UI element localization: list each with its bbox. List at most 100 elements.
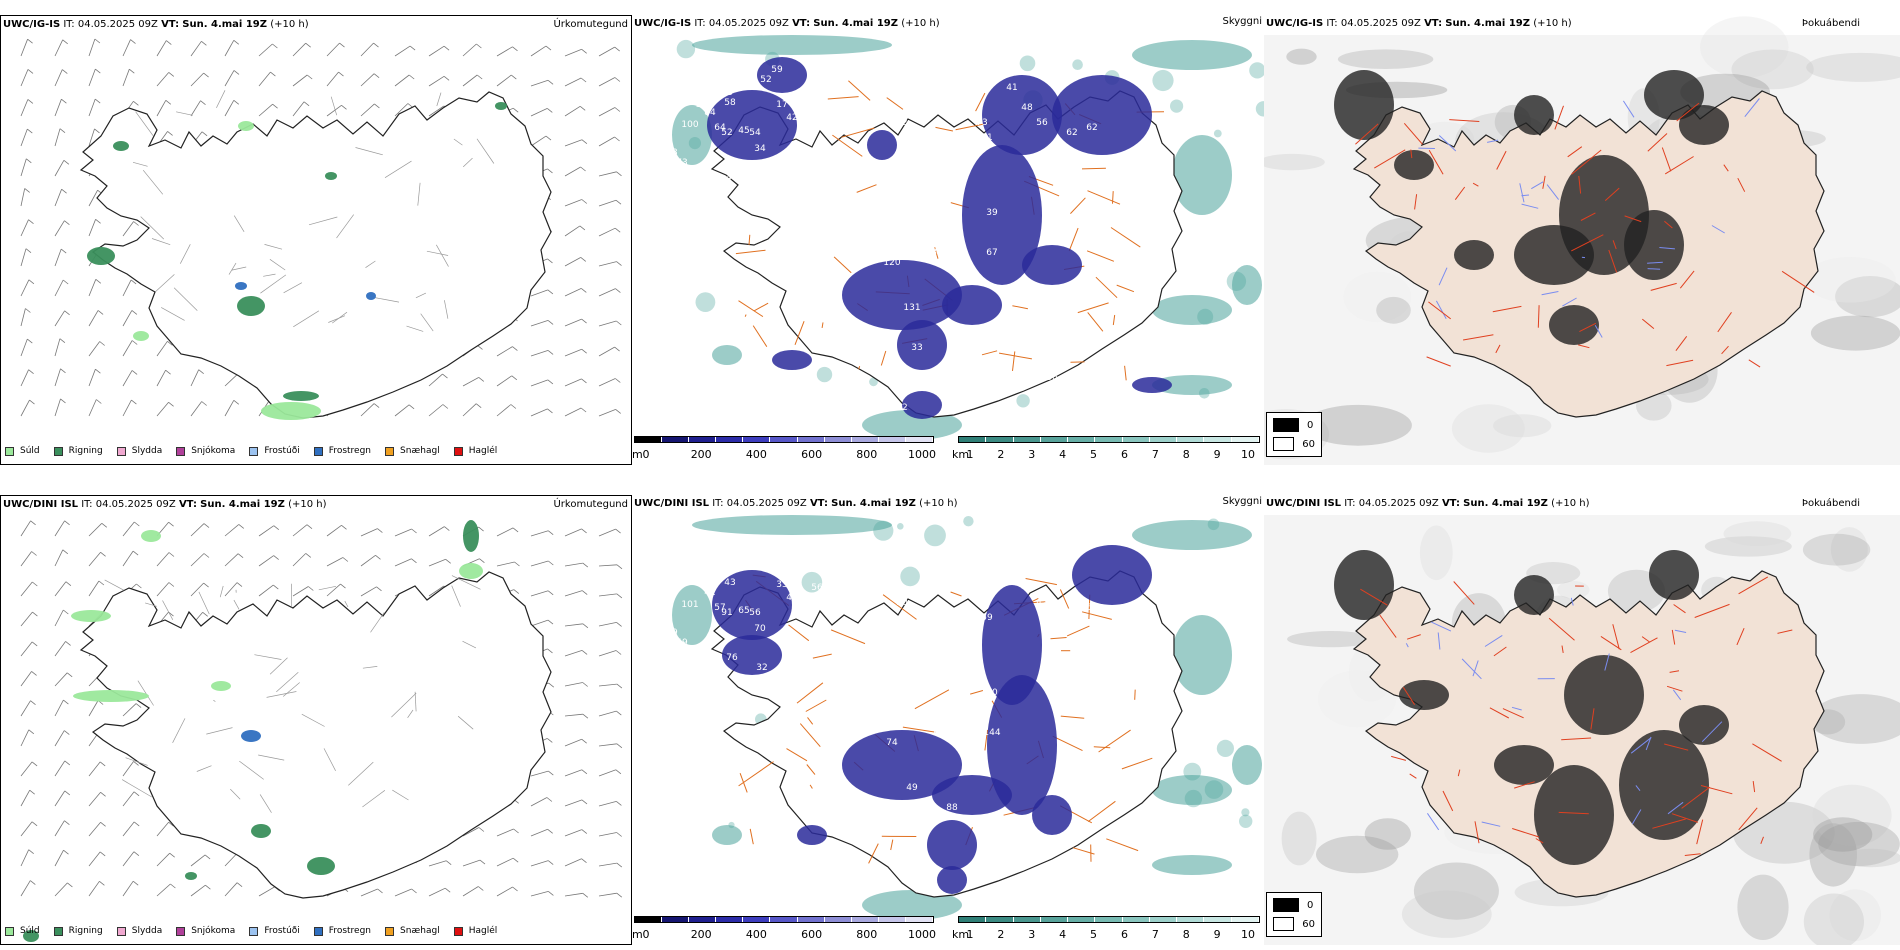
- cloud-base-label: 73: [976, 118, 987, 128]
- wind-barb-flag: [512, 527, 519, 533]
- low-cloud-area: [1072, 545, 1152, 605]
- wind-barb: [122, 851, 135, 867]
- wind-barb: [156, 883, 171, 897]
- cloud-base-label: 50: [896, 598, 908, 608]
- wind-barb: [20, 99, 29, 117]
- low-cloud-area: [757, 57, 807, 93]
- cloud-base-label: 11: [926, 678, 937, 688]
- road-line: [1086, 250, 1115, 262]
- wind-barb: [190, 41, 202, 57]
- scale-color-step: [635, 437, 663, 442]
- wind-barb-flag: [339, 42, 345, 48]
- scale-tick: 5: [1090, 448, 1098, 461]
- cloud-base-label: 64: [714, 123, 726, 133]
- fog-shade: [1809, 823, 1857, 887]
- scale-color-step: [905, 917, 934, 922]
- wind-barb: [496, 886, 513, 897]
- road-line: [1116, 284, 1135, 293]
- wind-barb-flag: [129, 68, 135, 74]
- scale-color-step: [770, 917, 798, 922]
- wind-barb-flag: [94, 128, 100, 134]
- wind-barb: [156, 100, 167, 117]
- cloud-base-label: 42: [1036, 598, 1047, 608]
- wind-barb-flag: [408, 404, 415, 410]
- wind-barb-flag: [62, 549, 69, 555]
- wind-barb-flag: [582, 682, 588, 687]
- wind-barb-flag: [582, 562, 589, 568]
- wind-barb-flag: [165, 369, 171, 375]
- visibility-patch: [1183, 762, 1202, 781]
- wind-barb: [156, 341, 168, 357]
- legend-label: Súld: [20, 926, 40, 936]
- wind-barb: [496, 74, 512, 87]
- fog-dense-area: [1514, 95, 1554, 135]
- road-line: [1050, 637, 1067, 640]
- panel-title: Skyggni: [1222, 496, 1262, 507]
- road-line: [1474, 821, 1480, 844]
- road-line: [162, 600, 174, 620]
- wind-barb-flag: [547, 379, 554, 385]
- cloud-base-label: 72: [904, 138, 915, 148]
- road-line: [1578, 175, 1582, 194]
- road-line: [435, 244, 449, 267]
- wind-barb: [88, 341, 101, 357]
- visibility-patch: [1239, 814, 1253, 828]
- road-line: [407, 709, 414, 718]
- road-line: [856, 184, 877, 193]
- precip-area: [261, 402, 321, 420]
- visibility-area: [712, 345, 742, 365]
- wind-barb: [20, 39, 28, 57]
- low-cloud-area: [1022, 245, 1082, 285]
- road-line: [1752, 743, 1782, 762]
- road-line: [1684, 853, 1701, 856]
- wind-barb-flag: [616, 171, 622, 177]
- wind-barb-flag: [131, 370, 138, 375]
- wind-barb: [54, 520, 65, 537]
- scale-color-step: [1204, 917, 1232, 922]
- wind-barb-flag: [25, 248, 32, 254]
- fog-shade: [1818, 821, 1900, 867]
- wind-barb-flag: [306, 524, 313, 530]
- wind-barb-flag: [579, 105, 586, 111]
- wind-barb: [530, 408, 548, 417]
- wind-barb-flag: [303, 101, 310, 107]
- wind-barb-flag: [616, 710, 622, 716]
- wind-barb-flag: [27, 338, 33, 344]
- wind-barb-flag: [547, 590, 554, 596]
- fog-shade: [1840, 848, 1900, 868]
- fog-shade: [1811, 694, 1900, 744]
- precip-area: [325, 172, 337, 180]
- river-line: [1647, 261, 1663, 264]
- fog-dense-area: [1494, 745, 1554, 785]
- legend-swatch: [385, 926, 395, 936]
- road-line: [788, 624, 810, 642]
- road-line: [1696, 819, 1704, 845]
- wind-barb: [292, 553, 307, 567]
- cloud-base-label: 39: [986, 208, 998, 218]
- wind-barb-flag: [32, 611, 38, 617]
- wind-barb: [326, 42, 340, 57]
- fog-legend-row: 60: [1273, 437, 1315, 451]
- road-line: [1070, 197, 1086, 214]
- wind-barb: [122, 69, 130, 87]
- wind-barb: [428, 860, 447, 867]
- wind-barb-flag: [615, 199, 622, 205]
- wind-barb-flag: [616, 622, 622, 627]
- wind-barb-flag: [29, 789, 35, 795]
- road-line: [1426, 356, 1451, 367]
- scale-tick: 10: [1241, 448, 1255, 461]
- fog-shade: [1493, 414, 1552, 438]
- road-line: [145, 602, 157, 607]
- fog-dense-area: [1514, 575, 1554, 615]
- wind-barb-flag: [615, 409, 621, 414]
- wind-barb: [54, 699, 64, 717]
- visibility-area: [1172, 135, 1232, 215]
- wind-barb: [88, 580, 100, 597]
- low-cloud-area: [937, 866, 967, 894]
- visibility-area: [862, 410, 962, 440]
- wind-barb-flag: [272, 43, 278, 49]
- wind-barb: [462, 74, 478, 87]
- scale-unit: m: [632, 928, 643, 941]
- fog-shade: [1704, 536, 1792, 557]
- wind-barb: [54, 69, 63, 87]
